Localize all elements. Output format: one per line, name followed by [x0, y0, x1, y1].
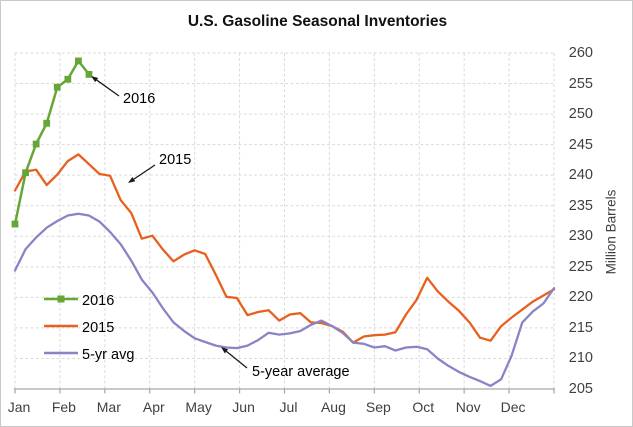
series-2015-line	[13, 153, 556, 344]
annotation-arrowhead-icon	[221, 347, 229, 354]
series-5yr-avg-line	[13, 212, 556, 388]
legend-item-2016: 2016	[44, 292, 114, 310]
y-tick-label: 235	[568, 197, 593, 214]
x-tick-label: Jul	[279, 399, 298, 415]
annotation-5yr-average-label: 5-year average	[252, 364, 350, 380]
legend-item-2015: 2015	[44, 319, 114, 337]
y-tick-label: 230	[568, 228, 593, 245]
legend-label-2015: 2015	[82, 320, 115, 336]
y-tick-label: 210	[568, 350, 593, 367]
annotation-arrow-line	[226, 350, 248, 369]
x-tick-label: Apr	[142, 399, 165, 415]
series-2016-marker	[85, 70, 93, 78]
series-2016-marker	[22, 169, 29, 177]
y-tick-label: 260	[568, 45, 593, 61]
x-tick-label: Dec	[500, 399, 526, 415]
series-2016-marker	[75, 57, 82, 65]
x-tick-label: Mar	[96, 399, 121, 415]
x-tick-label: Jun	[232, 399, 255, 415]
y-tick-label: 225	[568, 258, 593, 275]
annotation-arrowhead-icon	[128, 176, 136, 183]
legend-swatch-2016-line-marker-icon	[44, 292, 78, 310]
series-2016-marker	[53, 83, 61, 91]
series-2016-marker	[11, 220, 19, 228]
y-tick-label: 255	[568, 75, 593, 92]
legend-swatch-2015-line-icon	[44, 319, 78, 337]
y-tick-label: 240	[568, 167, 593, 184]
annotation-arrow-line	[133, 164, 156, 180]
series-2016-marker	[43, 119, 51, 127]
annotation-2015-label: 2015	[159, 152, 192, 168]
x-tick-label: May	[185, 399, 212, 415]
annotation-arrow-line	[96, 79, 120, 97]
y-tick-label: 215	[568, 319, 593, 336]
x-tick-label: Sep	[365, 399, 391, 415]
x-tick-label: Aug	[320, 399, 346, 415]
x-tick-label: Oct	[412, 399, 435, 415]
legend-label-2016: 2016	[82, 293, 115, 309]
chart-title: U.S. Gasoline Seasonal Inventories	[187, 13, 448, 30]
annotation-arrowhead-icon	[91, 76, 99, 83]
series-2016-marker	[64, 75, 72, 83]
annotation-2016-label: 2016	[123, 91, 156, 107]
series-2016-marker	[32, 140, 40, 148]
x-tick-label: Nov	[455, 399, 481, 415]
legend-swatch-5yr-avg-line-icon	[44, 346, 78, 364]
legend-item-5yr-avg: 5-yr avg	[44, 346, 134, 364]
series-2016-line	[13, 59, 91, 226]
x-tick-label: Feb	[51, 399, 76, 415]
y-axis-title: Million Barrels	[603, 189, 619, 275]
y-tick-label: 205	[568, 381, 593, 397]
y-tick-label: 245	[568, 136, 593, 153]
legend-label-5yr-avg: 5-yr avg	[82, 347, 135, 363]
x-tick-label: Jan	[7, 399, 31, 415]
y-tick-label: 250	[568, 106, 593, 123]
y-tick-label: 220	[568, 289, 593, 306]
